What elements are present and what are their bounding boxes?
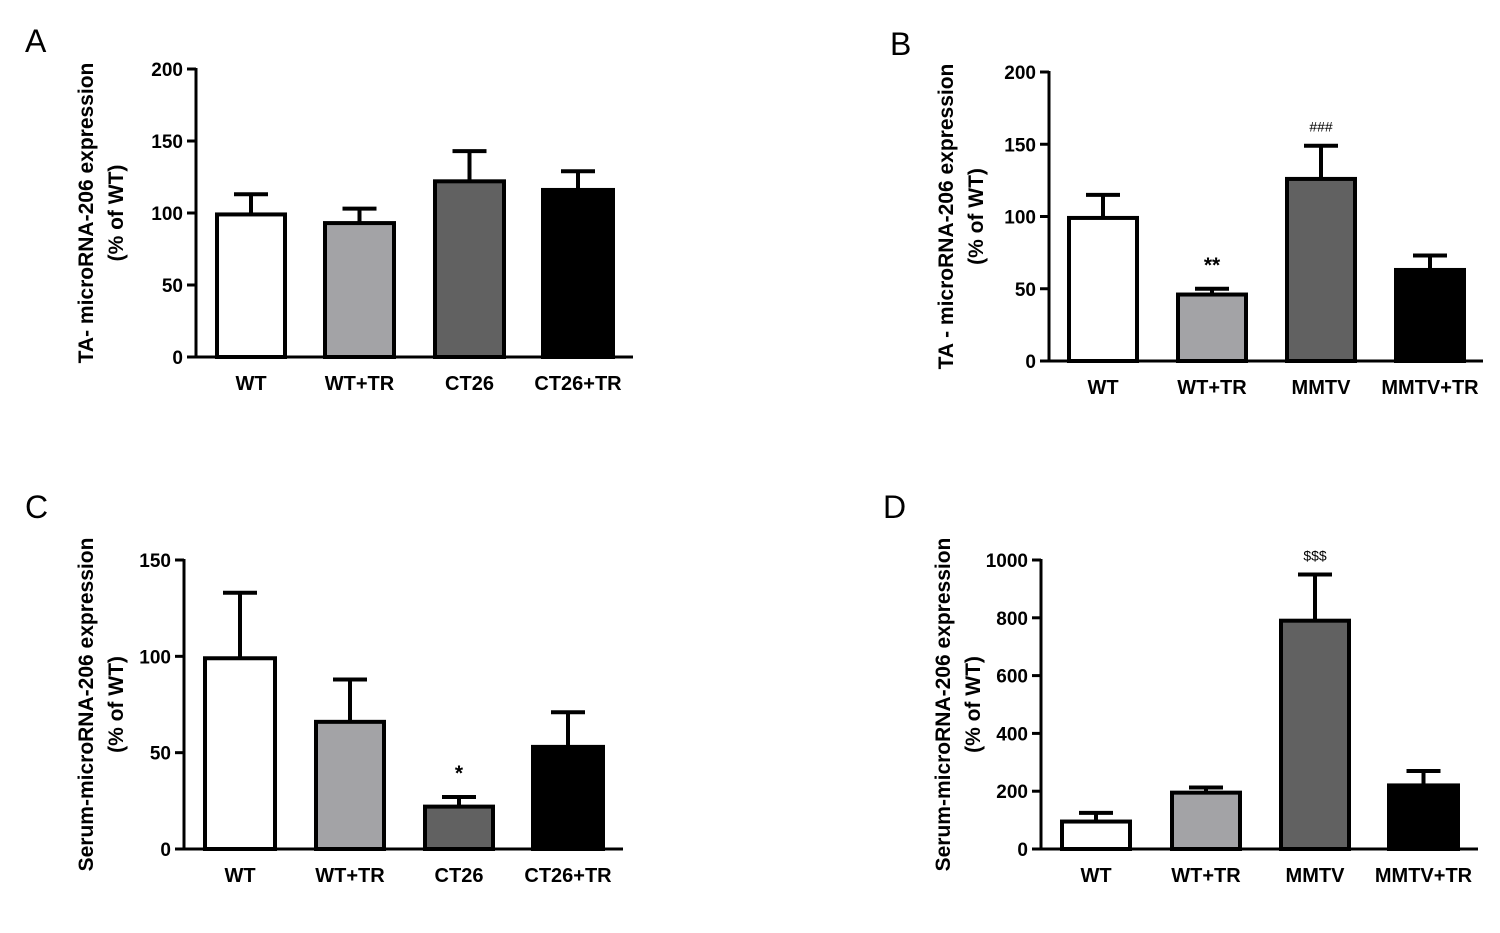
- panel-b: B 0 50 100 150 200 WT WT+TR ** MMTV ### MMTV+TR TA -…: [890, 26, 1483, 399]
- bar-wt: [203, 656, 277, 852]
- bar-ct26: [423, 804, 495, 852]
- y-tick-label: 200: [151, 60, 183, 81]
- x-tick-label: CT26: [445, 373, 494, 395]
- y-axis-label: TA - microRNA-206 expression: [935, 64, 958, 370]
- y-tick-label: 400: [996, 724, 1028, 745]
- panel-c: C 0 50 100 150 WT WT+TR CT26 * CT26+TR Serum-micro…: [25, 489, 623, 887]
- bar-wt: [1060, 819, 1132, 851]
- bar-mmtv-plus-tr: [1394, 267, 1466, 363]
- y-axis-label: Serum-microRNA-206 expression: [75, 538, 98, 872]
- panel-a: A 0 50 100 150 200 WT WT+TR CT26 CT26+TR TA- micro…: [25, 23, 633, 395]
- bar-ct26-plus-tr: [541, 187, 615, 359]
- bar-wt-plus-tr: [1170, 790, 1242, 852]
- y-tick-label: 0: [160, 840, 171, 861]
- panel-letter: D: [883, 489, 906, 525]
- x-tick-label: MMTV+TR: [1381, 377, 1479, 399]
- y-tick-label: 600: [996, 667, 1028, 688]
- y-axis-label: (% of WT): [965, 168, 988, 265]
- bar-mmtv-plus-tr: [1387, 783, 1460, 851]
- y-tick-label: 200: [996, 782, 1028, 803]
- bar-mmtv: [1279, 618, 1351, 851]
- y-tick-label: 50: [1015, 280, 1036, 301]
- x-tick-label: MMTV: [1286, 865, 1346, 887]
- y-tick-label: 1000: [986, 551, 1028, 572]
- significance-label: *: [455, 762, 464, 785]
- bar-ct26: [433, 179, 506, 359]
- x-tick-label: WT: [1080, 865, 1111, 887]
- x-tick-label: CT26: [435, 865, 484, 887]
- y-tick-label: 100: [139, 647, 171, 668]
- x-tick-label: MMTV: [1292, 377, 1352, 399]
- y-tick-label: 150: [1004, 135, 1036, 156]
- y-axis-label: (% of WT): [105, 656, 128, 753]
- bar-wt-plus-tr: [1176, 292, 1248, 363]
- y-axis-label: TA- microRNA-206 expression: [75, 63, 98, 364]
- x-tick-label: WT: [235, 373, 266, 395]
- bar-ct26-plus-tr: [531, 744, 605, 851]
- y-tick-label: 50: [162, 276, 183, 297]
- y-tick-label: 200: [1004, 63, 1036, 84]
- y-tick-label: 150: [139, 551, 171, 572]
- y-tick-label: 0: [1025, 352, 1036, 373]
- x-tick-label: MMTV+TR: [1375, 865, 1473, 887]
- bar-mmtv: [1285, 176, 1357, 363]
- significance-label: ###: [1309, 119, 1333, 135]
- y-axis-label: Serum-microRNA-206 expression: [932, 538, 955, 872]
- panel-letter: C: [25, 489, 48, 525]
- significance-label: $$$: [1303, 547, 1327, 563]
- bar-wt: [1067, 215, 1139, 363]
- x-tick-label: CT26+TR: [524, 865, 612, 887]
- significance-label: **: [1204, 254, 1221, 277]
- y-tick-label: 0: [1017, 840, 1028, 861]
- y-tick-label: 150: [151, 132, 183, 153]
- y-axis-label: (% of WT): [962, 656, 985, 753]
- x-tick-label: WT: [224, 865, 255, 887]
- panel-d: D 0 200 400 600 800 1000 WT WT+TR MMTV $$$ MMTV+TR S…: [883, 489, 1478, 887]
- bar-wt-plus-tr: [314, 719, 386, 852]
- y-tick-label: 0: [172, 348, 183, 369]
- panel-letter: A: [25, 23, 47, 59]
- y-tick-label: 100: [1004, 208, 1036, 229]
- y-axis-label: (% of WT): [105, 165, 128, 262]
- y-tick-label: 50: [150, 744, 171, 765]
- x-tick-label: WT: [1087, 377, 1118, 399]
- x-tick-label: CT26+TR: [534, 373, 622, 395]
- bar-wt-plus-tr: [323, 221, 396, 359]
- panel-letter: B: [890, 26, 911, 62]
- x-tick-label: WT+TR: [1171, 865, 1241, 887]
- x-tick-label: WT+TR: [325, 373, 395, 395]
- y-tick-label: 100: [151, 204, 183, 225]
- x-tick-label: WT+TR: [315, 865, 385, 887]
- y-tick-label: 800: [996, 609, 1028, 630]
- x-tick-label: WT+TR: [1177, 377, 1247, 399]
- bar-wt: [215, 212, 287, 359]
